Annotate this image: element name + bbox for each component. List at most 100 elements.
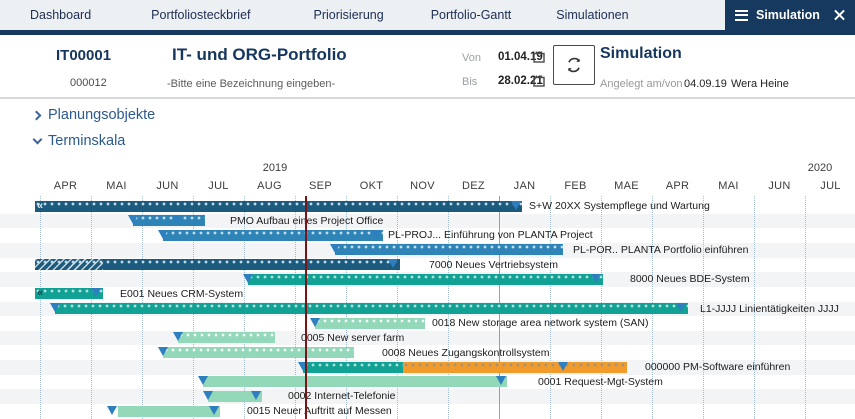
month-gridline [754,196,755,419]
von-label: Von [462,52,481,64]
gantt-bar[interactable] [403,361,627,373]
gantt-bar[interactable] [118,405,220,417]
active-tab-label: Simulation [756,8,820,22]
milestone-marker-icon[interactable] [298,361,308,371]
year-label: 2020 [807,162,833,174]
nav-tab-dashboard[interactable]: Dashboard [30,8,92,22]
refresh-icon [567,57,581,73]
month-label: MAE [614,180,639,192]
milestone-marker-icon[interactable] [371,229,381,239]
month-gridline [703,196,704,419]
milestone-marker-icon[interactable] [158,347,168,356]
gantt-bar[interactable] [315,317,425,329]
bis-date-field[interactable]: 28.02.21 [498,75,543,87]
gantt-bar[interactable] [133,215,205,227]
gantt-bar[interactable] [35,259,400,271]
gantt-bar-label: S+W 20XX Systempflege und Wartung [529,200,710,212]
gantt-bar[interactable] [178,332,275,344]
gantt-bar-label: PL-PROJ... Einführung von PLANTA Project [388,229,593,242]
milestone-marker-icon[interactable] [128,215,138,225]
bar-hatch-overlay [35,259,103,271]
milestone-marker-icon[interactable] [107,405,117,415]
gantt-row-stripe [0,389,855,405]
gantt-row-stripe [0,213,855,229]
gantt-bar[interactable] [203,376,507,388]
nav-tab-priorisierung[interactable]: Priorisierung [313,8,384,22]
milestone-marker-icon[interactable] [50,303,60,313]
milestone-marker-icon[interactable] [511,200,521,210]
gantt-bar[interactable] [163,347,354,358]
milestone-marker-icon[interactable] [209,405,219,415]
gantt-bar-label: 0002 Internet-Telefonie [288,390,396,403]
nav-tab-portfolio-gantt[interactable]: Portfolio-Gantt [430,8,512,22]
gantt-bar[interactable] [248,273,603,285]
gantt-row-stripe [0,330,855,346]
today-line [305,196,307,419]
gantt-bar[interactable] [208,390,262,402]
milestone-marker-icon[interactable] [203,390,213,400]
gantt-row-stripe [0,316,855,331]
month-label: APR [665,180,690,192]
milestone-marker-icon[interactable] [198,376,208,386]
section-label: Planungsobjekte [48,107,156,123]
month-gridline [40,196,41,419]
month-gridline [805,196,806,419]
nav-tabs: Dashboard Portfoliosteckbrief Priorisierun… [0,0,725,30]
milestone-marker-icon[interactable] [173,332,183,342]
milestone-marker-icon[interactable] [558,361,568,371]
created-by: Wera Heine [731,78,789,90]
milestone-marker-icon[interactable] [251,390,261,400]
milestone-marker-icon[interactable] [243,273,253,283]
refresh-button[interactable] [553,45,595,85]
gantt-bar[interactable] [303,361,403,373]
month-label: JUL [820,180,841,192]
gantt-bar[interactable] [35,288,103,300]
month-label: JUN [768,180,791,192]
tab-simulation-active[interactable]: Simulation [725,0,855,30]
gantt-bar-label: 0015 Neuer Auftritt auf Messen [247,405,392,418]
month-label: JAN [513,180,536,192]
section-planungsobjekte[interactable]: Planungsobjekte [0,104,855,130]
gantt-bar-label: 0008 Neues Zugangskontrollsystem [382,346,550,359]
gantt-bar-label: 0001 Request-Mgt-System [538,375,663,388]
month-label: FEB [564,180,587,192]
month-label: JUN [156,180,179,192]
gantt-bar[interactable] [335,244,563,256]
calendar-icon[interactable] [533,75,545,87]
section-terminskala[interactable]: Terminskala [0,130,855,156]
milestone-marker-icon[interactable] [158,229,168,239]
gantt-bar[interactable] [35,200,522,212]
milestone-marker-icon[interactable] [310,317,320,327]
month-label: DEZ [462,180,485,192]
milestone-marker-icon[interactable] [91,288,101,298]
gantt-bar[interactable] [163,229,383,241]
portfolio-code-sub: 000012 [70,77,107,89]
milestone-marker-icon[interactable] [591,273,601,283]
gantt-bar-label: 8000 Neues BDE-System [630,273,750,286]
nav-tab-simulationen[interactable]: Simulationen [556,8,629,22]
milestone-marker-icon[interactable] [496,376,506,386]
portfolio-code: IT00001 [56,47,112,64]
milestone-marker-icon[interactable] [388,259,398,269]
hamburger-icon[interactable] [735,9,748,21]
gantt-bar-label: 0005 New server farm [301,331,405,344]
month-label: APR [53,180,78,192]
top-navigation: Dashboard Portfoliosteckbrief Priorisierun… [0,0,855,30]
von-date-field[interactable]: 01.04.19 [498,51,543,63]
calendar-icon[interactable] [533,51,545,63]
gantt-plot: «S+W 20XX Systempflege und Wartung PMO Au… [0,196,855,419]
milestone-marker-icon[interactable] [330,244,340,254]
portfolio-subtitle-placeholder[interactable]: -Bitte eine Bezeichnung eingeben- [167,78,336,90]
close-icon[interactable] [834,9,845,21]
milestone-marker-icon[interactable] [676,303,686,313]
simulation-heading: Simulation [600,45,682,62]
nav-tab-portfoliosteckbrief[interactable]: Portfoliosteckbrief [151,8,251,22]
bis-label: Bis [462,76,478,88]
gantt-bar[interactable] [55,303,688,315]
portfolio-header: IT00001 000012 IT- und ORG-Portfolio -Bi… [0,35,855,99]
portfolio-title: IT- und ORG-Portfolio [172,45,347,64]
gantt-bar-label: 000000 PM-Software einführen [645,361,791,374]
gantt-bar-label: 7000 Neues Vertriebsystem [429,258,558,271]
milestone-marker-icon[interactable] [172,215,182,225]
month-label: AUG [257,180,282,192]
